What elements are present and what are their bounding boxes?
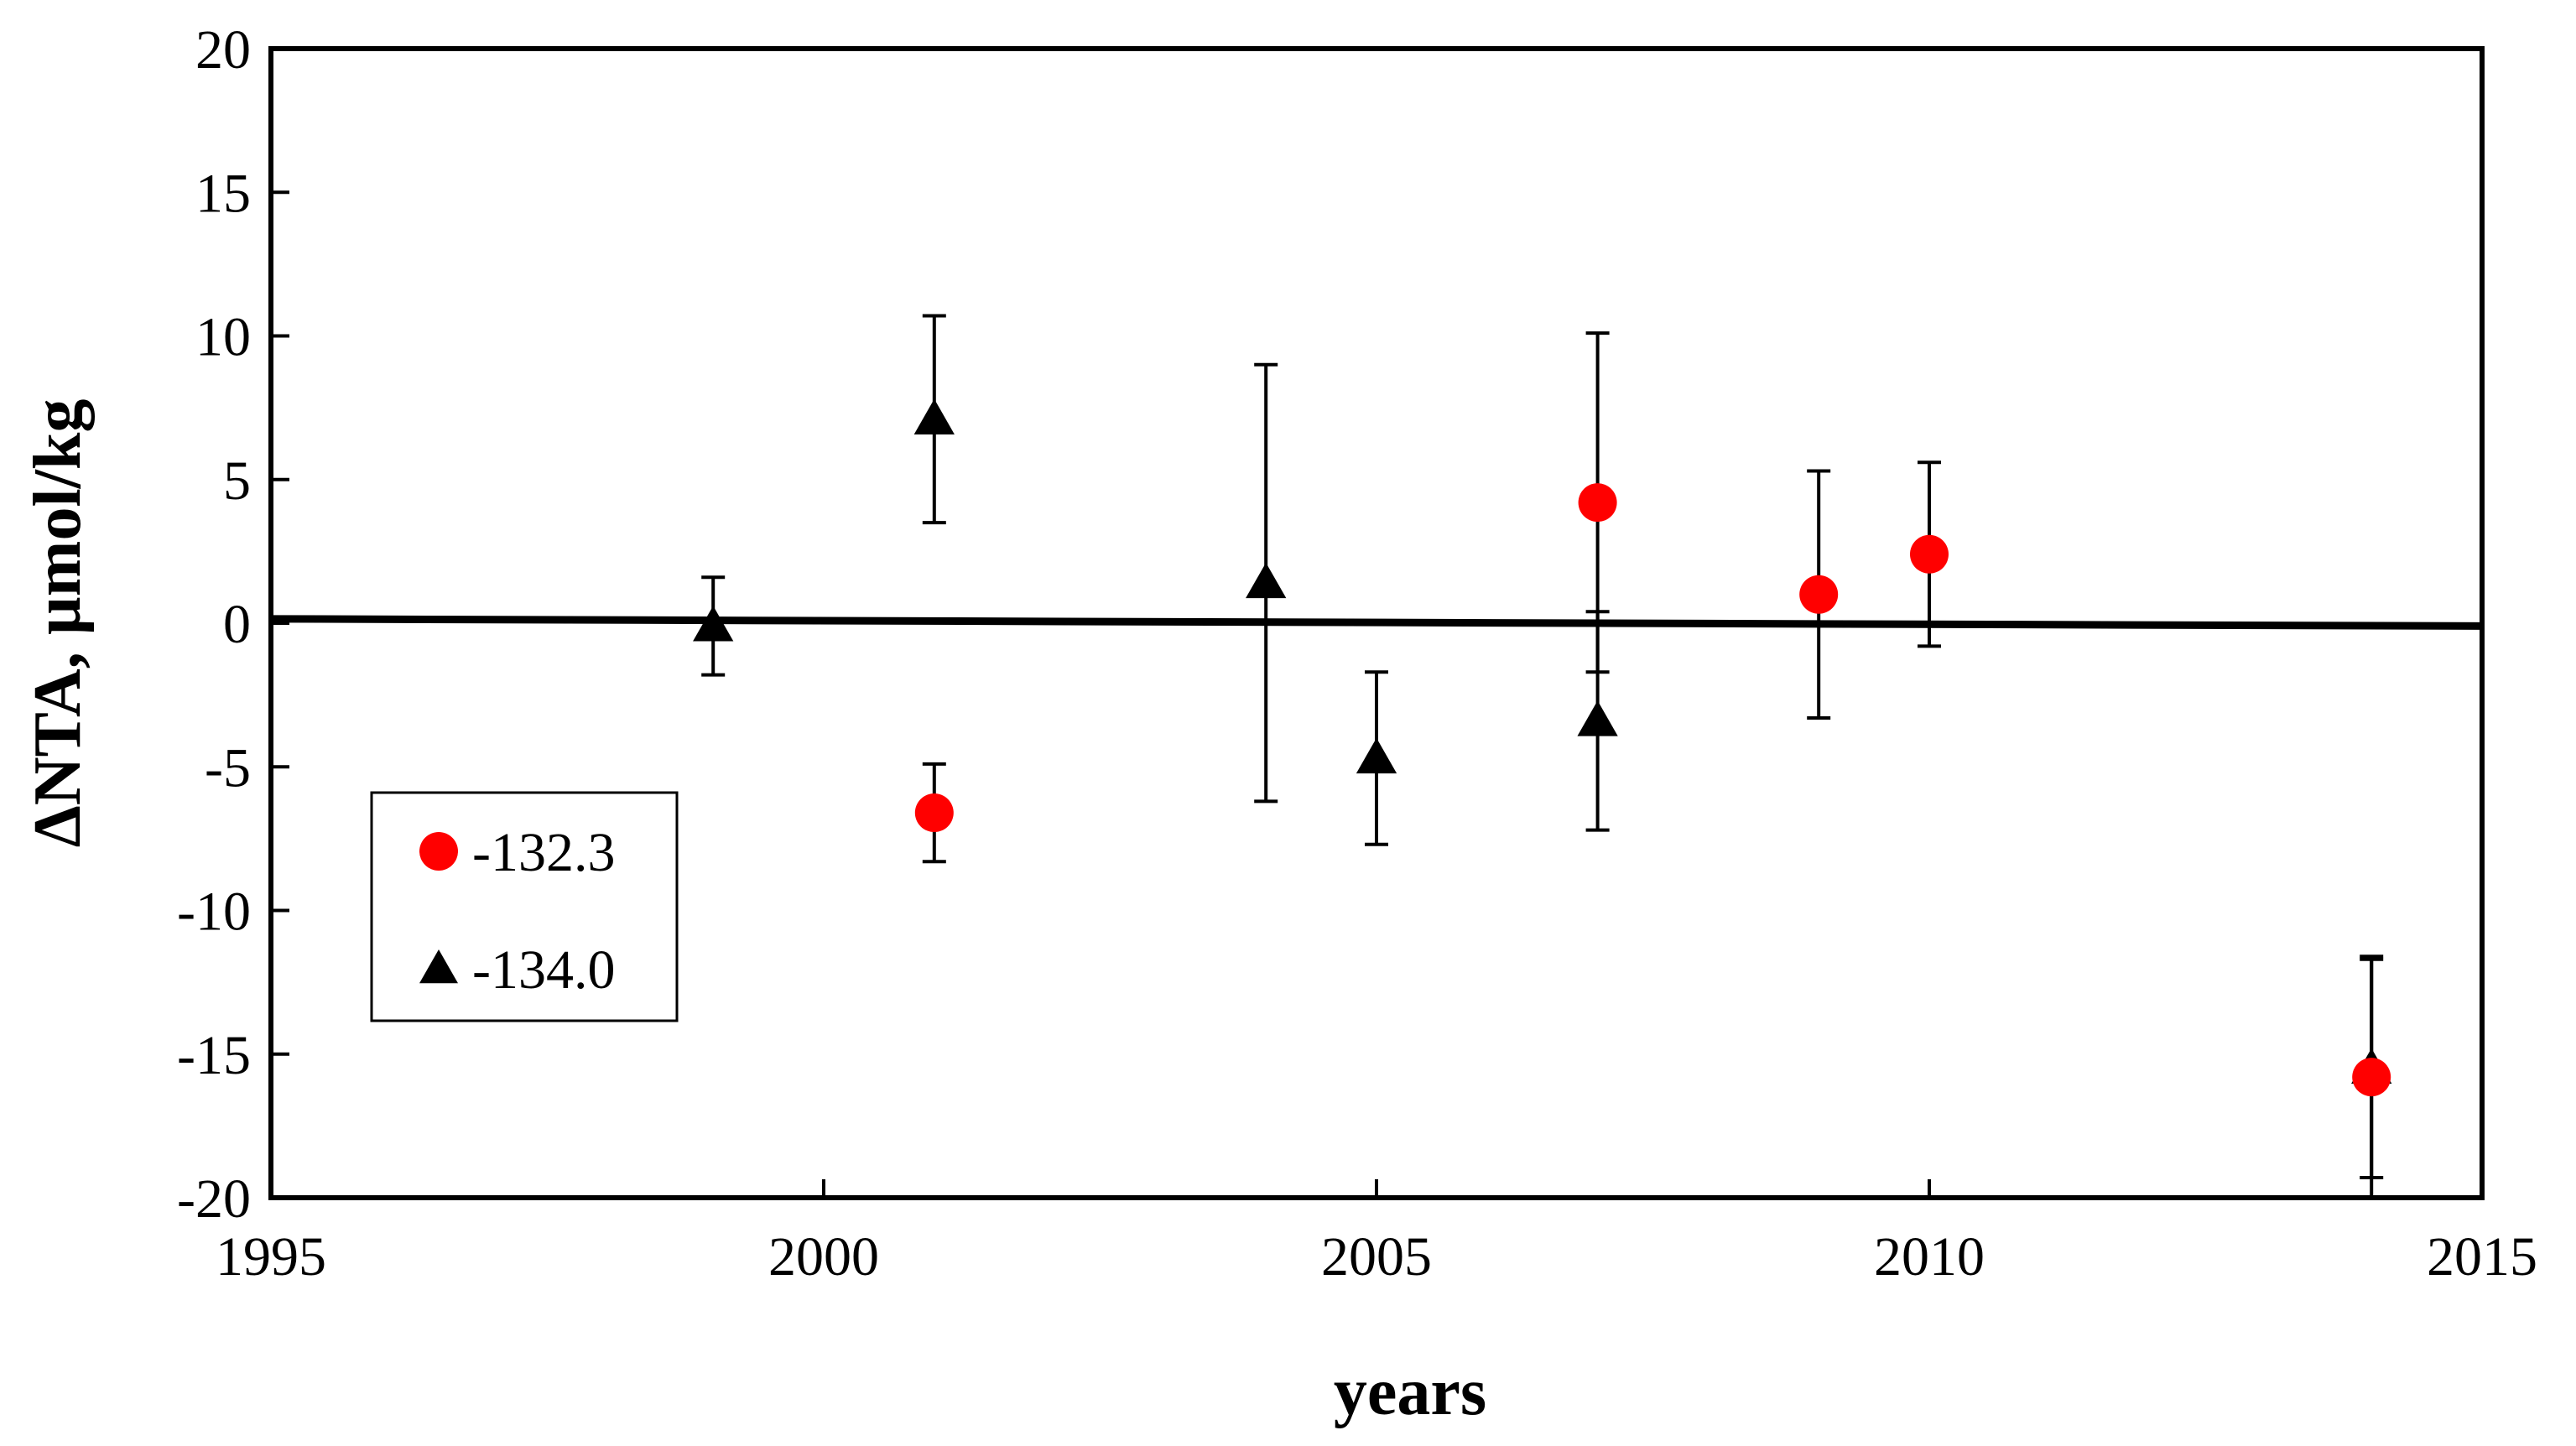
data-point--132.3-2007 [1578, 483, 1617, 523]
legend: -132.3 -134.0 [370, 791, 679, 1022]
x-tick-label-2005: 2005 [1321, 1226, 1432, 1287]
y-tick-label-5: 5 [223, 450, 251, 512]
data-point--132.3-2009 [1799, 575, 1839, 614]
x-tick-label-1995: 1995 [216, 1226, 326, 1287]
data-point--132.3-2001 [914, 793, 954, 833]
data-point--134.0-2004 [1246, 562, 1287, 599]
data-point--132.3-2010 [1910, 534, 1949, 574]
x-tick-label-2015: 2015 [2427, 1226, 2537, 1287]
y-tick-label-0: 0 [223, 594, 251, 655]
x-axis-title: years [1334, 1355, 1486, 1429]
legend-items: -132.3 -134.0 [419, 822, 615, 1001]
data-point--134.0-1999 [693, 606, 734, 642]
y-tick-label--15: -15 [177, 1025, 251, 1086]
y-tick-label-15: 15 [195, 163, 251, 224]
legend-label--134.0: -134.0 [472, 939, 615, 1001]
y-tick-label--10: -10 [177, 882, 251, 943]
x-tick-label-2010: 2010 [1874, 1226, 1985, 1287]
legend-marker--132.3 [419, 832, 458, 871]
trend-line [270, 615, 2483, 630]
y-tick-label-10: 10 [195, 307, 251, 368]
trendline-layer [270, 615, 2483, 630]
y-tick-label-20: 20 [195, 19, 251, 81]
series-layer [693, 314, 2392, 1199]
y-tick-label--20: -20 [177, 1168, 251, 1230]
data-point--134.0-2005 [1356, 737, 1397, 774]
data-point--132.3-2014 [2352, 1058, 2391, 1097]
x-tick-label-2000: 2000 [768, 1226, 879, 1287]
data-point--134.0-2001 [913, 398, 955, 434]
data-point--134.0-2007 [1577, 700, 1618, 736]
plot-frame [268, 46, 2485, 1200]
legend-marker--134.0 [419, 949, 458, 984]
y-tick-label--5: -5 [205, 737, 251, 798]
legend-label--132.3: -132.3 [472, 822, 615, 883]
series--132.3 [914, 331, 2391, 1199]
y-axis-title: ΔNTA, µmol/kg [21, 399, 95, 848]
